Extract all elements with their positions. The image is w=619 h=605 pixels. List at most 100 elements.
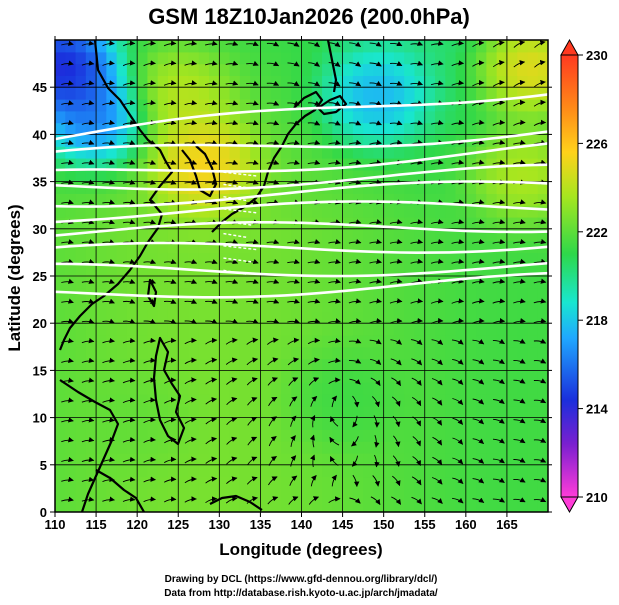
heat-cell [229,370,241,383]
heat-cell [137,488,149,501]
heat-cell [260,441,272,454]
wind-arrow [205,416,218,425]
heat-cell [96,51,107,65]
heat-cell [219,87,231,100]
heat-cell [506,75,518,88]
wind-arrow [351,436,359,447]
heat-cell [332,134,344,147]
heat-cell [270,181,282,194]
heat-cell [527,453,539,466]
heat-cell [404,429,416,442]
wind-arrow [451,40,465,47]
wind-arrow [266,239,280,245]
heat-cell [229,429,241,442]
heat-cell [301,240,313,253]
heat-cell [445,394,457,407]
heat-cell [404,323,416,336]
heat-cell [198,205,210,218]
x-axis-ticks: 110 115 120 125 130 135 140 145 150 155 160 165 [45,36,518,532]
wind-arrow [472,338,485,345]
heat-cell [270,323,282,336]
wind-arrow [472,477,485,484]
heat-cell [342,146,354,159]
wind-arrow [389,278,403,284]
heat-cell [147,158,159,171]
wind-arrow [390,358,402,366]
heat-cell [393,264,405,277]
heat-cell [147,252,159,265]
heat-cell [188,429,200,442]
heat-cell [363,75,374,88]
heat-cell [517,240,529,253]
heat-cell [85,429,97,442]
wind-arrow [205,318,218,324]
heat-cell [301,264,313,277]
wind-arrow [246,199,259,205]
heat-cell [486,311,498,324]
heat-cell [137,276,149,289]
heat-cell [85,311,97,324]
heat-cell [363,181,374,194]
heat-cell [435,323,446,336]
wind-arrow [411,496,422,505]
heat-cell [496,358,508,371]
heat-cell [198,122,210,135]
wind-arrow [268,436,277,447]
heat-cell [332,87,344,100]
heat-cell [537,205,548,218]
wind-arrow [492,318,506,324]
x-tick-label: 140 [291,517,313,532]
heat-cell [517,464,529,478]
heat-cell [455,382,467,395]
heat-cell [280,453,292,466]
credit-line-2: Data from http://database.rish.kyoto-u.a… [164,588,438,599]
y-tick-label: 25 [33,269,47,284]
wind-arrow [143,60,156,67]
heat-cell [198,299,210,312]
wind-arrow [308,41,320,48]
heat-cell [445,87,457,100]
heat-cell [188,299,200,312]
heat-cell [209,51,220,65]
wind-arrow [430,258,444,264]
wind-arrow [226,377,238,385]
heat-cell [75,299,87,312]
wind-arrow [122,60,136,67]
heat-cell [476,110,487,124]
heat-cell [65,63,77,76]
wind-arrow [81,496,95,502]
heat-cell [96,40,107,53]
heat-cell [280,99,292,112]
wind-arrow [225,60,239,66]
heat-cell [96,335,107,348]
heat-cell [414,51,426,65]
heat-cell [116,264,128,277]
heat-cell [137,99,149,112]
wind-arrow [307,239,321,245]
heat-cell [280,193,292,206]
wind-arrow [328,278,341,284]
wind-arrow [373,415,380,428]
heat-cell [424,405,436,419]
heat-cell [147,464,159,478]
heat-cell [383,323,395,336]
heat-cell [506,217,518,230]
wind-arrow [307,120,321,126]
heat-cell [167,476,179,489]
heat-cell [291,464,303,478]
heat-cell [198,75,210,88]
heat-cell [270,417,282,430]
heat-cell [137,394,149,407]
heat-cell [373,264,385,277]
heat-cell [537,193,548,206]
wind-arrow [81,298,95,304]
heat-cell [250,51,262,65]
heat-cell [363,417,374,430]
heat-cell [414,87,426,100]
wind-arrow [266,159,280,165]
wind-arrow [392,475,401,487]
heat-cell [322,87,333,100]
heat-cell [126,252,138,265]
heat-cell [178,51,190,65]
heat-cell [219,51,231,65]
